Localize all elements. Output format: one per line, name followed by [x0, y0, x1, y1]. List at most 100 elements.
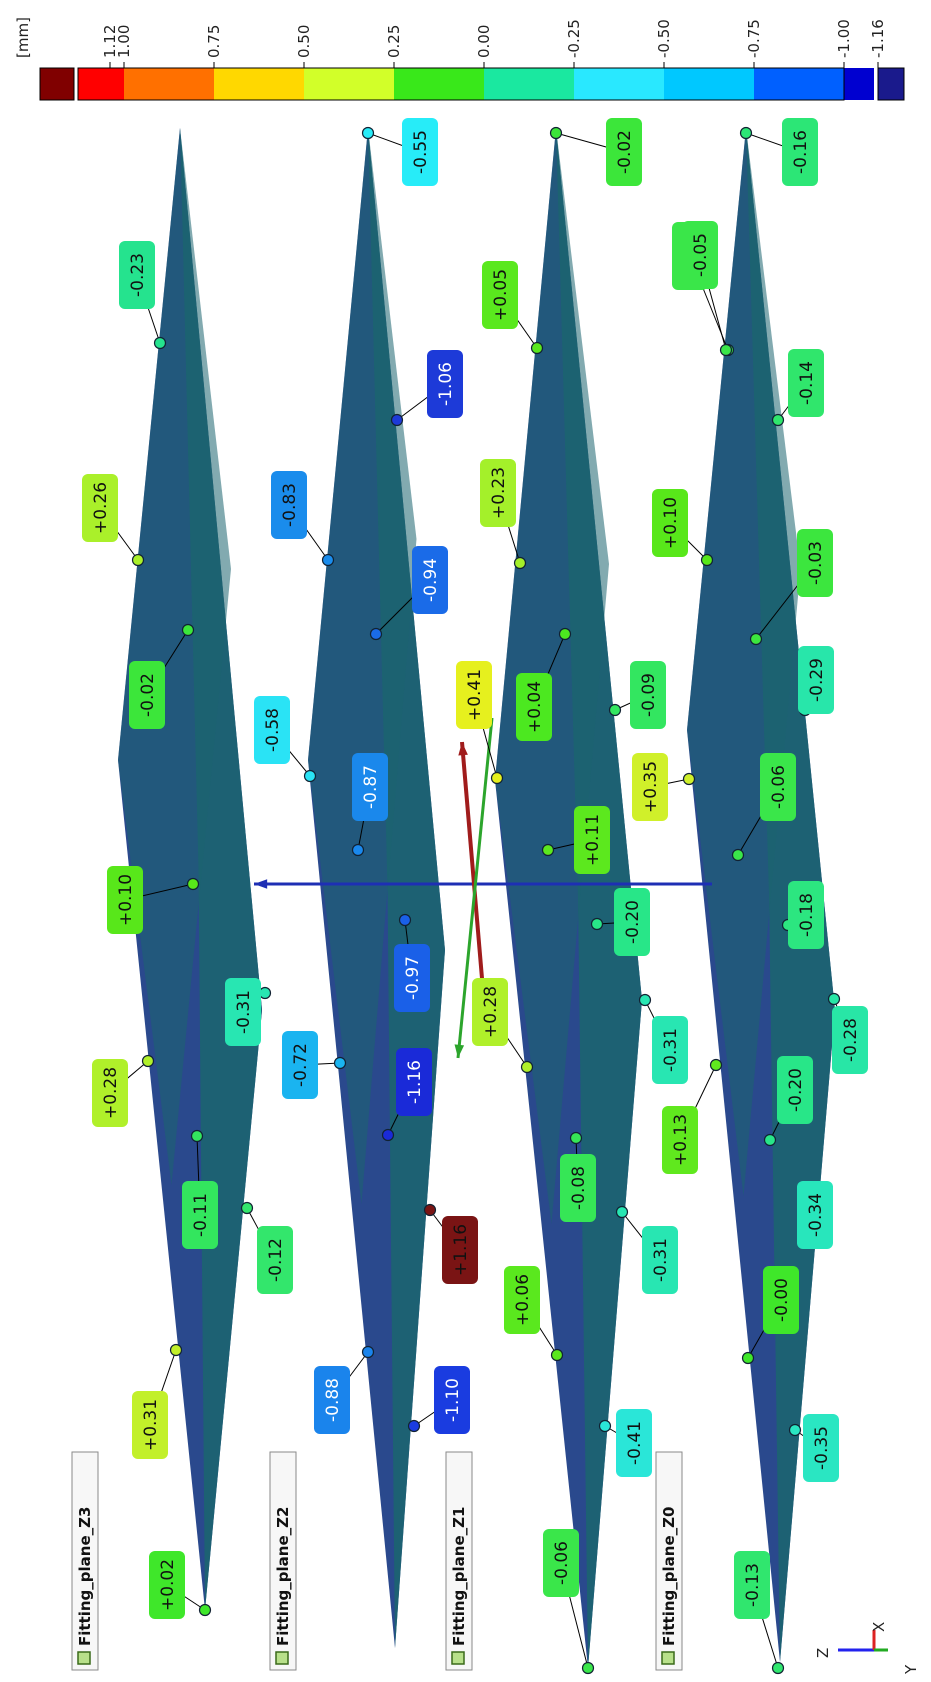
deviation-label[interactable]: -0.23: [119, 241, 167, 350]
deviation-label[interactable]: -0.41: [598, 1409, 653, 1477]
deviation-label[interactable]: -1.06: [390, 350, 464, 427]
deviation-label[interactable]: -0.31: [615, 1205, 679, 1295]
measurement-point[interactable]: [558, 627, 572, 641]
measurement-point[interactable]: [240, 1201, 254, 1215]
measurement-point[interactable]: [638, 993, 652, 1007]
deviation-label[interactable]: -0.20: [763, 1056, 814, 1147]
deviation-label[interactable]: -0.16: [739, 118, 819, 186]
deviation-label[interactable]: -0.29: [798, 646, 834, 717]
deviation-label[interactable]: -0.06: [731, 753, 797, 862]
deviation-label[interactable]: +0.26: [82, 474, 145, 567]
measurement-point[interactable]: [569, 1131, 583, 1145]
measurement-point[interactable]: [351, 843, 365, 857]
measurement-point[interactable]: [153, 336, 167, 350]
measurement-point[interactable]: [771, 1661, 785, 1675]
measurement-point[interactable]: [827, 992, 841, 1006]
plane-visibility-checkbox[interactable]: [451, 1651, 465, 1665]
deviation-label[interactable]: +0.02: [149, 1551, 212, 1619]
deviation-label[interactable]: -0.00: [741, 1266, 800, 1365]
measurement-point[interactable]: [190, 1129, 204, 1143]
measurement-point[interactable]: [321, 553, 335, 567]
deviation-label[interactable]: -0.05: [682, 221, 733, 357]
measurement-point[interactable]: [490, 771, 504, 785]
deviation-label[interactable]: +1.16: [423, 1203, 479, 1285]
measurement-point[interactable]: [181, 623, 195, 637]
measurement-point[interactable]: [541, 843, 555, 857]
measurement-point[interactable]: [361, 126, 375, 140]
measurement-point[interactable]: [369, 627, 383, 641]
deviation-label[interactable]: -0.72: [282, 1031, 347, 1099]
deviation-label[interactable]: +0.31: [132, 1343, 183, 1460]
measurement-point[interactable]: [131, 553, 145, 567]
deviation-label[interactable]: +0.10: [652, 489, 714, 567]
plane-label[interactable]: Fitting_plane_Z0: [655, 1451, 683, 1671]
measurement-point[interactable]: [700, 553, 714, 567]
deviation-label[interactable]: +0.13: [662, 1058, 723, 1175]
measurement-point[interactable]: [788, 1423, 802, 1437]
deviation-label[interactable]: -0.03: [749, 529, 834, 646]
deviation-label[interactable]: +0.28: [92, 1054, 155, 1128]
plane-visibility-checkbox[interactable]: [77, 1651, 91, 1665]
deviation-label[interactable]: -0.94: [369, 546, 449, 641]
deviation-label[interactable]: -0.83: [271, 471, 335, 567]
deviation-label[interactable]: -0.31: [638, 993, 689, 1085]
measurement-point[interactable]: [141, 1054, 155, 1068]
measurement-point[interactable]: [598, 1419, 612, 1433]
deviation-label[interactable]: -0.02: [549, 118, 643, 186]
deviation-label[interactable]: +0.28: [472, 978, 534, 1074]
plane-visibility-checkbox[interactable]: [275, 1651, 289, 1665]
measurement-point[interactable]: [590, 917, 604, 931]
deviation-label[interactable]: +0.11: [541, 806, 611, 874]
deviation-label[interactable]: -0.02: [129, 623, 195, 730]
deviation-label[interactable]: -0.58: [254, 696, 317, 783]
measurement-point[interactable]: [513, 556, 527, 570]
measurement-point[interactable]: [169, 1343, 183, 1357]
measurement-point[interactable]: [763, 1133, 777, 1147]
measurement-point[interactable]: [198, 1603, 212, 1617]
measurement-point[interactable]: [398, 913, 412, 927]
deviation-label[interactable]: -0.12: [240, 1201, 294, 1295]
deviation-label[interactable]: +0.23: [480, 459, 527, 570]
measurement-point[interactable]: [381, 1128, 395, 1142]
measurement-point[interactable]: [186, 877, 200, 891]
measurement-point[interactable]: [749, 632, 763, 646]
measurement-point[interactable]: [361, 1345, 375, 1359]
measurement-point[interactable]: [303, 769, 317, 783]
measurement-point[interactable]: [682, 772, 696, 786]
deviation-label[interactable]: -0.55: [361, 118, 439, 186]
deviation-label[interactable]: +0.04: [516, 627, 572, 742]
deviation-labels[interactable]: -0.23 +0.26 -0.02 +0.10 -0.31 +0.28 -0.11 -0.12…: [82, 118, 869, 1675]
measurement-point[interactable]: [390, 413, 404, 427]
deviation-label[interactable]: -1.10: [407, 1366, 471, 1434]
deviation-label[interactable]: -0.35: [788, 1414, 840, 1482]
plane-label[interactable]: Fitting_plane_Z3: [71, 1451, 99, 1671]
measurement-point[interactable]: [739, 126, 753, 140]
deviation-label[interactable]: -0.87: [351, 753, 388, 857]
deviation-label[interactable]: -0.14: [771, 349, 825, 427]
plane-label[interactable]: Fitting_plane_Z1: [445, 1451, 473, 1671]
plane-visibility-checkbox[interactable]: [661, 1651, 675, 1665]
deviation-label[interactable]: -0.20: [590, 888, 651, 956]
measurement-point[interactable]: [741, 1351, 755, 1365]
deviation-label[interactable]: -1.16: [381, 1048, 433, 1142]
plane-label[interactable]: Fitting_plane_Z2: [269, 1451, 297, 1671]
deviation-label[interactable]: -0.28: [827, 992, 869, 1075]
measurement-point[interactable]: [731, 848, 745, 862]
deviation-label[interactable]: -0.97: [394, 913, 430, 1013]
measurement-point[interactable]: [608, 703, 622, 717]
measurement-point[interactable]: [549, 126, 563, 140]
measurement-point[interactable]: [333, 1056, 347, 1070]
measurement-point[interactable]: [530, 341, 544, 355]
deviation-label[interactable]: +0.05: [482, 261, 544, 355]
measurement-point[interactable]: [709, 1058, 723, 1072]
deviation-label[interactable]: +0.41: [456, 661, 504, 785]
deviation-label[interactable]: -0.06: [543, 1529, 595, 1675]
deviation-label[interactable]: +0.35: [632, 753, 696, 821]
deviation-label[interactable]: -0.11: [182, 1129, 218, 1250]
measurement-point[interactable]: [615, 1205, 629, 1219]
deviation-label[interactable]: -0.09: [608, 661, 667, 729]
measurement-point[interactable]: [550, 1348, 564, 1362]
measurement-point[interactable]: [407, 1419, 421, 1433]
